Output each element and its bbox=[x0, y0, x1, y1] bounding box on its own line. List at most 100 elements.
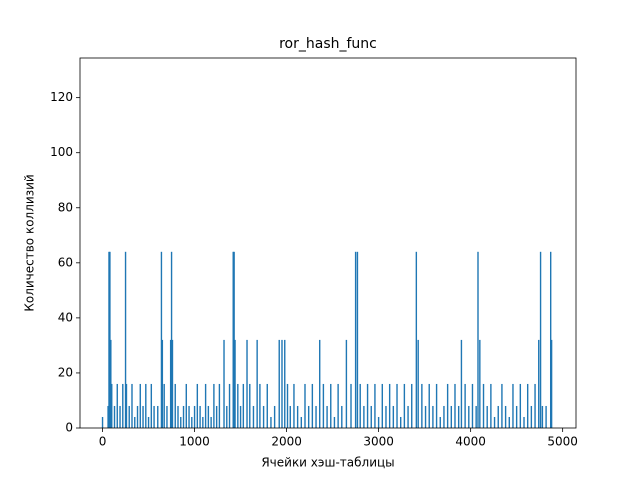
bar bbox=[523, 416, 525, 428]
x-tick-label: 2000 bbox=[271, 435, 302, 449]
y-tick-label: 40 bbox=[58, 310, 73, 324]
bar bbox=[341, 405, 343, 428]
bar bbox=[475, 405, 477, 428]
bar bbox=[218, 383, 221, 428]
bar bbox=[432, 405, 434, 428]
bar bbox=[508, 416, 510, 428]
bar bbox=[385, 405, 387, 428]
bar bbox=[337, 383, 339, 428]
bar bbox=[109, 251, 111, 428]
bar bbox=[363, 405, 365, 428]
bar bbox=[486, 405, 488, 428]
y-tick-label: 60 bbox=[58, 255, 73, 269]
bar bbox=[435, 383, 438, 428]
bar bbox=[262, 405, 265, 428]
bar bbox=[359, 383, 361, 428]
bar bbox=[113, 405, 116, 428]
bar bbox=[403, 383, 406, 428]
bar bbox=[330, 383, 332, 428]
bar bbox=[370, 405, 372, 428]
bar bbox=[326, 405, 328, 428]
bar bbox=[259, 383, 261, 428]
bar bbox=[185, 383, 187, 428]
bar bbox=[411, 383, 413, 428]
bar bbox=[471, 383, 474, 428]
bar bbox=[450, 405, 453, 428]
bar bbox=[381, 383, 383, 428]
bar bbox=[526, 383, 529, 428]
bar bbox=[215, 405, 218, 428]
bar bbox=[396, 383, 398, 428]
bar bbox=[454, 383, 456, 428]
x-axis-label: Ячейки хэш-таблицы bbox=[261, 456, 394, 470]
bar bbox=[147, 416, 150, 428]
x-tick-label: 3000 bbox=[363, 435, 394, 449]
bar bbox=[182, 405, 185, 428]
bar bbox=[512, 383, 514, 428]
bar bbox=[281, 339, 283, 428]
bar bbox=[460, 339, 463, 428]
bar bbox=[273, 405, 276, 428]
bar bbox=[541, 405, 544, 428]
bar bbox=[234, 339, 236, 428]
bar bbox=[166, 405, 168, 428]
bar bbox=[289, 405, 291, 428]
bar bbox=[319, 339, 321, 428]
bar bbox=[300, 416, 303, 428]
bar bbox=[399, 416, 402, 428]
bar bbox=[497, 405, 499, 428]
bar bbox=[142, 405, 144, 428]
bar bbox=[377, 416, 380, 428]
bar bbox=[284, 339, 286, 428]
bar bbox=[122, 383, 124, 428]
bar bbox=[157, 405, 159, 428]
bar bbox=[237, 383, 239, 428]
bar bbox=[388, 383, 391, 428]
bar bbox=[464, 383, 466, 428]
y-tick-label: 120 bbox=[50, 90, 73, 104]
bar bbox=[366, 383, 369, 428]
bar bbox=[482, 383, 485, 428]
bar bbox=[242, 383, 245, 428]
bar bbox=[538, 339, 540, 428]
bar bbox=[350, 383, 352, 428]
bar bbox=[333, 416, 336, 428]
bar bbox=[270, 416, 272, 428]
bar bbox=[246, 339, 248, 428]
bar bbox=[256, 339, 258, 428]
bar bbox=[345, 339, 348, 428]
bar bbox=[188, 405, 190, 428]
bar bbox=[530, 405, 533, 428]
bar bbox=[252, 405, 255, 428]
bar bbox=[199, 405, 201, 428]
bar bbox=[239, 405, 242, 428]
bar bbox=[504, 405, 507, 428]
bar bbox=[311, 383, 314, 428]
bar bbox=[278, 339, 280, 428]
bar bbox=[150, 383, 153, 428]
x-tick-label: 4000 bbox=[455, 435, 486, 449]
y-tick-label: 80 bbox=[58, 200, 73, 214]
bar bbox=[161, 339, 164, 428]
x-tick-label: 1000 bbox=[179, 435, 210, 449]
bar bbox=[134, 416, 136, 428]
y-tick-label: 100 bbox=[50, 145, 73, 159]
bar bbox=[228, 383, 231, 428]
plot-area bbox=[101, 251, 553, 428]
bar bbox=[539, 251, 542, 428]
bar bbox=[477, 251, 479, 428]
chart-title: ror_hash_func bbox=[279, 36, 377, 52]
bar bbox=[202, 416, 204, 428]
bar bbox=[232, 251, 234, 428]
bar bbox=[417, 339, 419, 428]
bar bbox=[549, 251, 552, 428]
bar bbox=[207, 405, 210, 428]
bar bbox=[116, 383, 118, 428]
bar bbox=[171, 339, 174, 428]
bar bbox=[174, 383, 176, 428]
bar bbox=[443, 405, 445, 428]
bar bbox=[392, 405, 395, 428]
bar bbox=[169, 339, 172, 428]
axes-frame bbox=[79, 57, 577, 429]
